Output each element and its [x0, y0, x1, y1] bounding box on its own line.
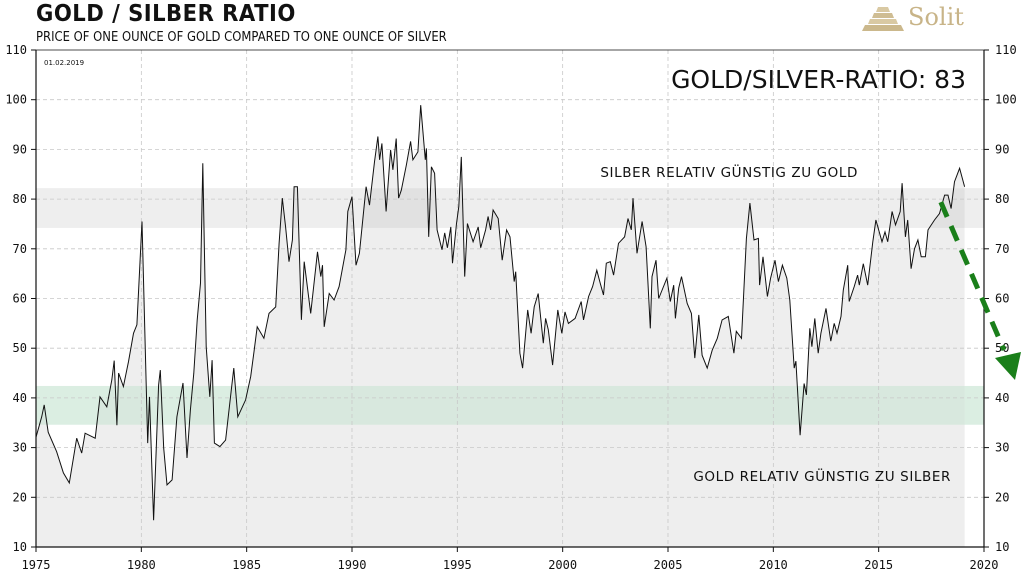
y-tick-label-left: 110	[5, 43, 27, 57]
ratio-line	[35, 105, 966, 521]
ratio-headline: GOLD/SILVER-RATIO: 83	[671, 65, 966, 94]
down-trend-arrow	[938, 201, 1021, 380]
x-tick-label: 2000	[548, 558, 577, 572]
chart-subtitle: PRICE OF ONE OUNCE OF GOLD COMPARED TO O…	[36, 29, 447, 45]
y-tick-label-left: 100	[5, 93, 27, 107]
y-tick-label-right: 60	[995, 292, 1009, 306]
x-tick-label: 2005	[654, 558, 683, 572]
arrow-shaft	[938, 201, 1007, 351]
y-tick-label-left: 40	[13, 391, 27, 405]
date-label: 01.02.2019	[44, 59, 84, 67]
y-tick-label-left: 10	[13, 540, 27, 554]
x-tick-label: 1980	[127, 558, 156, 572]
x-tick-label: 1990	[338, 558, 367, 572]
y-tick-label-left: 70	[13, 242, 27, 256]
pyramid-icon	[862, 7, 904, 31]
y-tick-label-right: 30	[995, 441, 1009, 455]
y-tick-label-left: 80	[13, 192, 27, 206]
y-tick-label-right: 10	[995, 540, 1009, 554]
y-tick-label-left: 30	[13, 441, 27, 455]
logo-text: Solit	[908, 3, 964, 31]
arrow-head-icon	[995, 352, 1021, 380]
y-tick-label-right: 90	[995, 142, 1009, 156]
y-tick-label-left: 50	[13, 341, 27, 355]
x-tick-label: 2020	[970, 558, 999, 572]
x-tick-label: 1985	[232, 558, 261, 572]
y-tick-label-left: 60	[13, 292, 27, 306]
x-tick-label: 2010	[759, 558, 788, 572]
gold-cheap-label: GOLD RELATIV GÜNSTIG ZU SILBER	[693, 467, 951, 485]
y-tick-label-right: 110	[995, 43, 1017, 57]
chart-title: GOLD / SILBER RATIO	[36, 1, 296, 27]
y-tick-label-right: 80	[995, 192, 1009, 206]
y-tick-label-right: 40	[995, 391, 1009, 405]
solit-logo: Solit	[860, 3, 1000, 37]
y-tick-label-left: 90	[13, 142, 27, 156]
y-tick-label-right: 100	[995, 93, 1017, 107]
y-tick-label-right: 70	[995, 242, 1009, 256]
silver-cheap-label: SILBER RELATIV GÜNSTIG ZU GOLD	[600, 163, 858, 181]
x-tick-label: 1995	[443, 558, 472, 572]
x-tick-label: 1975	[22, 558, 51, 572]
y-tick-label-right: 20	[995, 490, 1009, 504]
y-tick-label-left: 20	[13, 490, 27, 504]
ratio-area-fill	[36, 105, 965, 547]
x-tick-label: 2015	[864, 558, 893, 572]
silver-cheap-band	[36, 188, 984, 228]
